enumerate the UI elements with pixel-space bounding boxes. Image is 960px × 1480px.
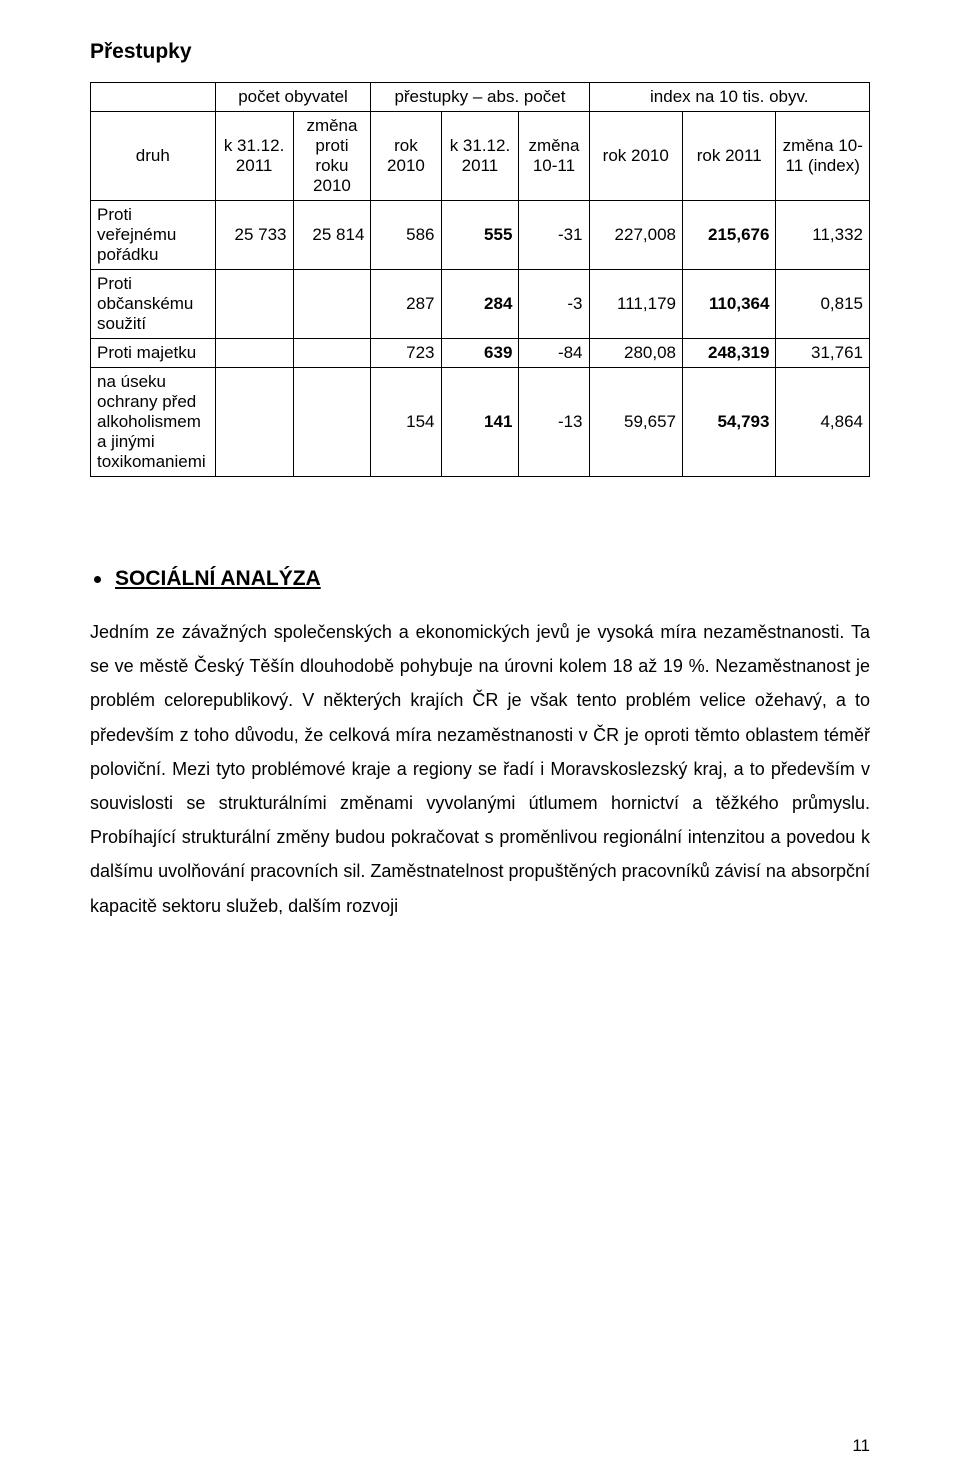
cell: 227,008 [589,201,682,270]
cell [293,339,371,368]
cell: -13 [519,368,589,477]
cell-label: Proti občanskému soužití [91,270,216,339]
cell: 154 [371,368,441,477]
cell [215,368,293,477]
cell: 25 814 [293,201,371,270]
th-druh: druh [91,112,216,201]
cell: 54,793 [682,368,775,477]
table-row: Proti majetku 723 639 -84 280,08 248,319… [91,339,870,368]
cell: 31,761 [776,339,870,368]
table-row: Proti veřejnému pořádku 25 733 25 814 58… [91,201,870,270]
page-title: Přestupky [90,40,870,64]
cell: 287 [371,270,441,339]
cell: 284 [441,270,519,339]
cell: -3 [519,270,589,339]
cell-label: na úseku ochrany před alkoholismem a jin… [91,368,216,477]
section-heading: SOCIÁLNÍ ANALÝZA [90,567,870,591]
cell-label: Proti majetku [91,339,216,368]
th-rok2011: rok 2011 [682,112,775,201]
cell: 4,864 [776,368,870,477]
table-row: na úseku ochrany před alkoholismem a jin… [91,368,870,477]
th-zmena-index: změna 10-11 (index) [776,112,870,201]
cell: -84 [519,339,589,368]
cell [215,339,293,368]
cell: 215,676 [682,201,775,270]
cell: 555 [441,201,519,270]
bullet-icon [94,576,101,583]
body-paragraph: Jedním ze závažných společenských a ekon… [90,615,870,923]
th-group-pop: počet obyvatel [215,83,371,112]
cell [215,270,293,339]
section-heading-text: SOCIÁLNÍ ANALÝZA [115,567,321,590]
cell: 11,332 [776,201,870,270]
cell: 248,319 [682,339,775,368]
cell: -31 [519,201,589,270]
th-rok2010-2: rok 2010 [589,112,682,201]
table-header-row-2: druh k 31.12. 2011 změna proti roku 2010… [91,112,870,201]
th-group-index: index na 10 tis. obyv. [589,83,869,112]
cell: 280,08 [589,339,682,368]
cell: 141 [441,368,519,477]
th-group-abs: přestupky – abs. počet [371,83,589,112]
cell-label: Proti veřejnému pořádku [91,201,216,270]
cell [293,270,371,339]
th-zmena-1011: změna 10-11 [519,112,589,201]
th-rok2010: rok 2010 [371,112,441,201]
th-zmena-roku: změna proti roku 2010 [293,112,371,201]
cell: 639 [441,339,519,368]
th-blank [91,83,216,112]
th-k3112-2: k 31.12. 2011 [441,112,519,201]
table-row: Proti občanskému soužití 287 284 -3 111,… [91,270,870,339]
offenses-table: počet obyvatel přestupky – abs. počet in… [90,82,870,477]
cell: 586 [371,201,441,270]
cell: 59,657 [589,368,682,477]
cell: 25 733 [215,201,293,270]
cell [293,368,371,477]
cell: 110,364 [682,270,775,339]
cell: 723 [371,339,441,368]
cell: 0,815 [776,270,870,339]
cell: 111,179 [589,270,682,339]
page-number: 11 [852,1436,870,1456]
table-header-row-1: počet obyvatel přestupky – abs. počet in… [91,83,870,112]
th-k3112: k 31.12. 2011 [215,112,293,201]
